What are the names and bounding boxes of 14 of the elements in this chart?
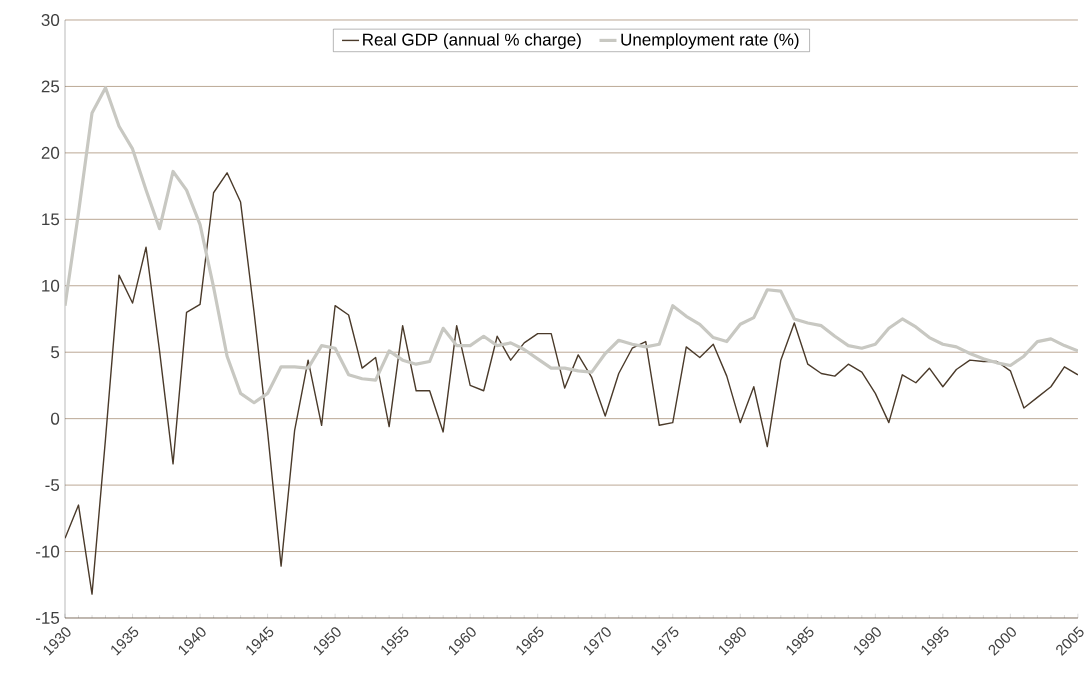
legend-label: Real GDP (annual % charge) [363, 33, 581, 49]
legend-label: Unemployment rate (%) [621, 33, 799, 49]
y-tick-label: -5 [45, 479, 60, 492]
y-tick-label: 10 [42, 279, 60, 292]
line-series [65, 86, 1078, 405]
y-tick-label: -10 [35, 545, 60, 558]
y-tick-label: -15 [35, 612, 60, 624]
y-tick-label: 15 [42, 213, 60, 226]
line-series [65, 172, 1078, 595]
y-tick-label: 20 [41, 146, 60, 159]
y-tick-label: 5 [51, 346, 60, 359]
y-tick-label: 25 [41, 80, 60, 93]
y-tick-label: 0 [51, 412, 60, 425]
y-tick-label: 30 [41, 13, 60, 27]
